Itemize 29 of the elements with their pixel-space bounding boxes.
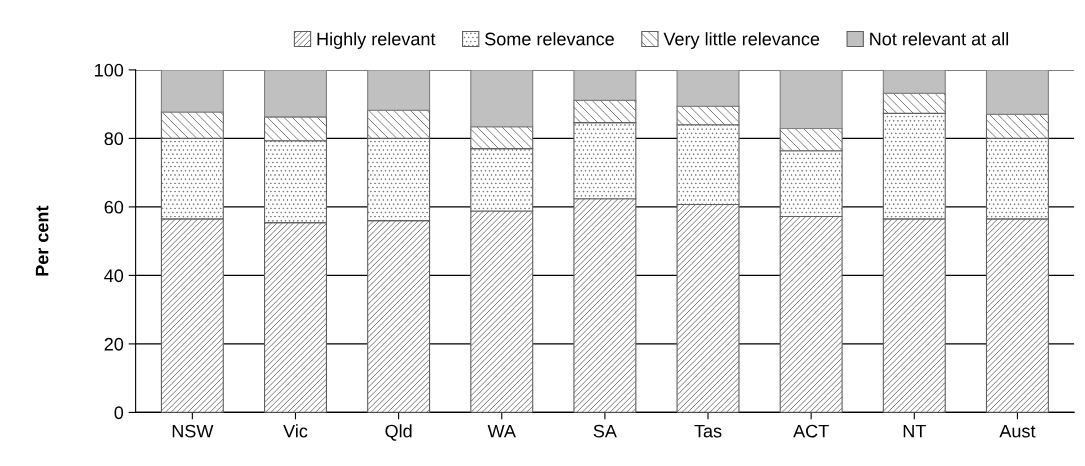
x-tick-label: Tas xyxy=(694,424,722,438)
x-tick-label: ACT xyxy=(793,424,829,438)
bar xyxy=(263,69,327,118)
bar xyxy=(470,69,534,128)
y-tick-label: 100 xyxy=(95,63,124,77)
legend-label: Highly relevant xyxy=(317,32,436,49)
bar xyxy=(882,69,946,94)
x-tick-label: NT xyxy=(903,424,926,438)
y-tick-label: 40 xyxy=(104,269,124,283)
y-tick-label: 20 xyxy=(104,337,124,351)
bar xyxy=(779,69,843,130)
x-tick-label: Aust xyxy=(999,424,1036,438)
bar xyxy=(160,69,224,113)
x-tick-label: Qld xyxy=(385,424,412,441)
y-tick-label: 0 xyxy=(114,406,124,420)
x-tick-label: WA xyxy=(487,424,516,438)
y-tick-label: 80 xyxy=(104,132,124,146)
x-tick-label: SA xyxy=(593,424,617,438)
bar xyxy=(676,69,740,107)
x-tick-label: NSW xyxy=(172,424,214,438)
legend-label: Not relevant at all xyxy=(870,32,1009,46)
legend-label: Some relevance xyxy=(485,32,614,46)
bar xyxy=(367,69,431,111)
y-tick-label: 60 xyxy=(104,200,124,214)
legend-label: Very little relevance xyxy=(663,32,820,49)
y-axis-title: Per cent xyxy=(35,205,49,276)
bar xyxy=(985,69,1049,115)
x-tick-label: Vic xyxy=(283,424,308,438)
bar xyxy=(573,69,637,101)
